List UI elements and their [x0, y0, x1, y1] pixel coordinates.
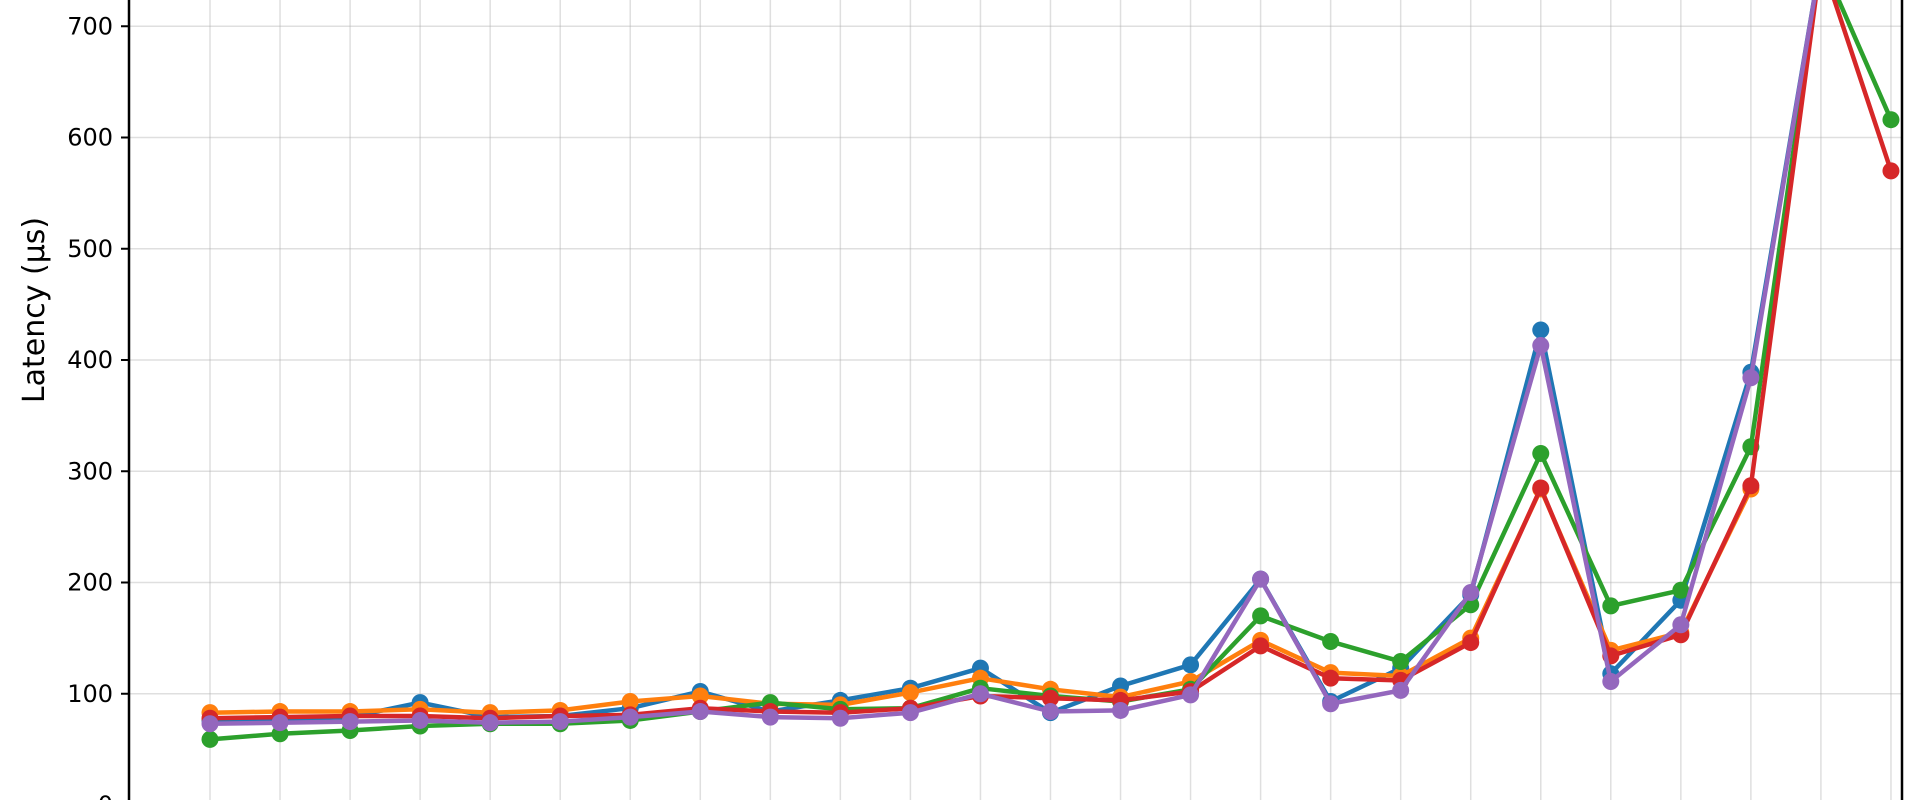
- data-point: [1882, 111, 1900, 129]
- y-axis-label: Latency (µs): [17, 217, 52, 403]
- data-point: [901, 684, 919, 702]
- y-tick-label: 300: [67, 457, 113, 485]
- data-point: [1322, 632, 1340, 650]
- data-point: [551, 713, 569, 731]
- data-point: [1182, 656, 1200, 674]
- data-point: [1041, 689, 1059, 707]
- data-point: [1742, 369, 1760, 387]
- data-point: [1322, 695, 1340, 713]
- data-point: [1532, 479, 1550, 497]
- horizontal-gridlines: [129, 25, 1902, 695]
- data-point: [1532, 321, 1550, 339]
- data-point: [761, 708, 779, 726]
- data-point: [1742, 477, 1760, 495]
- y-tick-label: 0: [98, 791, 113, 800]
- series-line: [207, 0, 1817, 727]
- data-point: [1532, 444, 1550, 462]
- data-point: [1532, 337, 1550, 355]
- data-point: [691, 703, 709, 721]
- data-point: [341, 713, 359, 731]
- data-point: [691, 687, 709, 705]
- series-5: [201, 0, 1817, 733]
- vertical-gridlines: [209, 0, 1892, 800]
- data-point: [1322, 669, 1340, 687]
- data-point: [1672, 616, 1690, 634]
- y-tick-label: 700: [67, 12, 113, 40]
- data-point: [1672, 581, 1690, 599]
- data-point: [1112, 701, 1130, 719]
- data-point: [1252, 607, 1270, 625]
- y-tick-label: 100: [67, 680, 113, 708]
- y-tick-label: 500: [67, 235, 113, 263]
- data-point: [1041, 703, 1059, 721]
- data-point: [1602, 673, 1620, 691]
- y-tick-labels: 0 100 200 300 400 500 600 700: [67, 12, 129, 800]
- data-point: [1392, 652, 1410, 670]
- data-point: [271, 714, 289, 732]
- data-point: [1602, 597, 1620, 615]
- data-point: [1462, 584, 1480, 602]
- data-point: [481, 714, 499, 732]
- y-tick-label: 600: [67, 124, 113, 152]
- data-point: [621, 708, 639, 726]
- data-point: [1882, 162, 1900, 180]
- y-tick-label: 400: [67, 346, 113, 374]
- y-tick-label: 200: [67, 569, 113, 597]
- data-point: [411, 711, 429, 729]
- series-layer: [201, 0, 1900, 748]
- data-point: [971, 685, 989, 703]
- data-point: [1252, 570, 1270, 588]
- data-point: [621, 693, 639, 711]
- data-point: [1462, 634, 1480, 652]
- data-point: [201, 730, 219, 748]
- data-point: [1182, 686, 1200, 704]
- data-point: [901, 704, 919, 722]
- data-point: [1392, 681, 1410, 699]
- data-point: [831, 709, 849, 727]
- data-point: [201, 715, 219, 733]
- data-point: [1252, 637, 1270, 655]
